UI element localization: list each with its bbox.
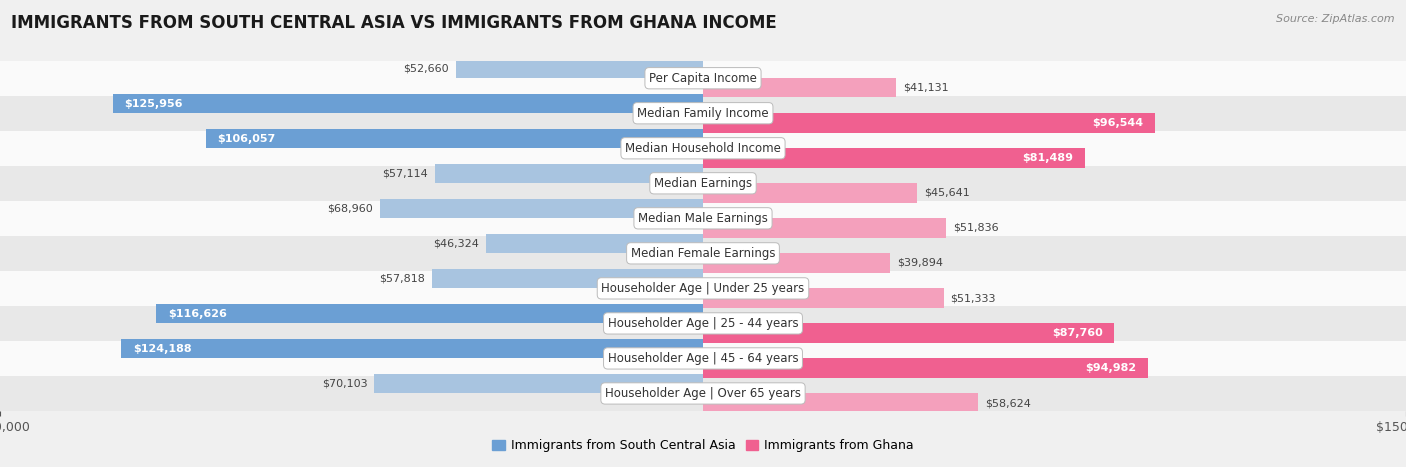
Bar [0,271,1406,306]
Text: Median Earnings: Median Earnings [654,177,752,190]
Text: $39,894: $39,894 [897,258,943,268]
Text: $46,324: $46,324 [433,239,479,249]
Text: $41,131: $41,131 [903,83,949,93]
Legend: Immigrants from South Central Asia, Immigrants from Ghana: Immigrants from South Central Asia, Immi… [486,434,920,457]
Bar [0,166,1406,201]
Bar [703,149,1085,168]
Text: Householder Age | Under 25 years: Householder Age | Under 25 years [602,282,804,295]
Text: $68,960: $68,960 [328,204,373,214]
Text: Median Male Earnings: Median Male Earnings [638,212,768,225]
Text: $57,818: $57,818 [380,274,425,284]
Text: $106,057: $106,057 [218,134,276,144]
Text: $125,956: $125,956 [124,99,183,109]
Bar [374,374,703,393]
Bar [156,304,703,324]
Text: $96,544: $96,544 [1092,118,1143,128]
Bar [0,131,1406,166]
Text: $51,333: $51,333 [950,293,995,303]
Bar [0,236,1406,271]
Bar [703,183,917,203]
Bar [703,393,977,413]
Bar [0,306,1406,341]
Text: $81,489: $81,489 [1022,153,1073,163]
Text: $52,660: $52,660 [404,64,449,74]
Bar [0,201,1406,236]
Bar [205,129,703,149]
Text: $94,982: $94,982 [1085,363,1136,373]
Text: $87,760: $87,760 [1052,328,1102,338]
Bar [703,323,1115,343]
Text: $70,103: $70,103 [322,379,367,389]
Text: $116,626: $116,626 [169,309,226,319]
Bar [703,288,943,308]
Bar [0,341,1406,376]
Bar [703,219,946,238]
Bar [432,269,703,288]
Text: Householder Age | Over 65 years: Householder Age | Over 65 years [605,387,801,400]
Text: Median Female Earnings: Median Female Earnings [631,247,775,260]
Text: $57,114: $57,114 [382,169,429,179]
Text: $51,836: $51,836 [953,223,998,233]
Text: Per Capita Income: Per Capita Income [650,72,756,85]
Text: Householder Age | 45 - 64 years: Householder Age | 45 - 64 years [607,352,799,365]
Bar [121,339,703,359]
Bar [703,253,890,273]
Bar [703,113,1156,133]
Text: $124,188: $124,188 [132,344,191,354]
Bar [456,59,703,78]
Bar [0,376,1406,411]
Text: Median Family Income: Median Family Income [637,107,769,120]
Text: Median Household Income: Median Household Income [626,142,780,155]
Text: $58,624: $58,624 [984,398,1031,408]
Bar [380,199,703,218]
Text: Householder Age | 25 - 44 years: Householder Age | 25 - 44 years [607,317,799,330]
Bar [436,164,703,183]
Bar [703,78,896,98]
Bar [486,234,703,253]
Bar [112,94,703,113]
Text: IMMIGRANTS FROM SOUTH CENTRAL ASIA VS IMMIGRANTS FROM GHANA INCOME: IMMIGRANTS FROM SOUTH CENTRAL ASIA VS IM… [11,14,778,32]
Text: Source: ZipAtlas.com: Source: ZipAtlas.com [1277,14,1395,24]
Bar [0,61,1406,96]
Bar [0,96,1406,131]
Text: $45,641: $45,641 [924,188,970,198]
Bar [703,359,1149,378]
